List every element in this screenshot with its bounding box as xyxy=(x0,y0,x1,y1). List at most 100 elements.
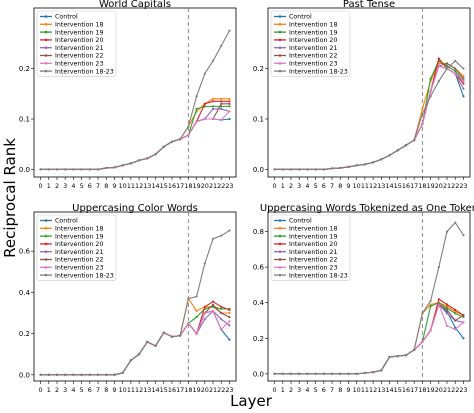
x-tick-label: 14 xyxy=(385,386,393,394)
series-6 xyxy=(273,62,465,171)
data-point xyxy=(220,307,223,310)
data-point xyxy=(96,168,100,171)
data-point xyxy=(404,144,408,147)
x-tick-label: 23 xyxy=(225,386,233,394)
x-tick-label: 18 xyxy=(418,386,426,394)
subplot-title: Uppercasing Color Words xyxy=(72,203,198,214)
x-tick-label: 22 xyxy=(217,182,225,190)
data-point xyxy=(445,62,449,65)
series-line xyxy=(274,60,464,170)
x-tick-label: 9 xyxy=(112,182,116,190)
series-8 xyxy=(39,29,231,171)
data-point xyxy=(437,266,440,269)
data-point xyxy=(363,371,366,375)
data-point xyxy=(228,316,231,319)
data-point xyxy=(211,300,215,303)
data-point xyxy=(396,149,399,152)
series-5 xyxy=(39,107,231,171)
data-point xyxy=(170,140,174,143)
x-tick-label: 23 xyxy=(459,182,467,190)
legend-label: Control xyxy=(289,218,312,225)
data-point xyxy=(445,312,449,315)
x-tick-label: 23 xyxy=(225,182,233,190)
x-tick-label: 5 xyxy=(80,182,84,190)
x-tick-label: 6 xyxy=(322,386,326,394)
data-point xyxy=(195,120,198,123)
data-point xyxy=(281,168,284,171)
legend-marker xyxy=(278,62,282,65)
data-point xyxy=(429,90,432,93)
data-point xyxy=(289,168,293,171)
data-point xyxy=(211,107,215,110)
figure-y-axis-label: Reciprocal Rank xyxy=(1,138,19,258)
series-line xyxy=(40,103,230,170)
x-tick-label: 4 xyxy=(305,386,309,394)
series-line xyxy=(274,62,464,170)
data-point xyxy=(454,310,457,313)
data-point xyxy=(429,77,432,80)
x-tick-label: 18 xyxy=(418,182,426,190)
series-line xyxy=(40,303,230,376)
legend-marker xyxy=(278,273,282,277)
data-point xyxy=(314,168,317,171)
series-line xyxy=(40,230,230,376)
data-point xyxy=(129,359,132,362)
legend-label: Intervention 18-23 xyxy=(55,68,114,75)
legend-label: Intervention 19 xyxy=(55,233,103,240)
legend-marker xyxy=(278,242,282,246)
data-point xyxy=(355,372,358,375)
plot-frame xyxy=(267,7,471,178)
data-point xyxy=(462,75,465,78)
data-point xyxy=(437,57,440,60)
data-point xyxy=(445,305,449,308)
x-tick-label: 6 xyxy=(322,182,326,190)
x-tick-label: 6 xyxy=(88,182,92,190)
legend-label: Intervention 22 xyxy=(289,53,337,60)
x-tick-label: 0 xyxy=(273,182,277,190)
x-tick-label: 9 xyxy=(112,386,116,394)
legend-label: Intervention 20 xyxy=(289,37,337,44)
data-point xyxy=(388,355,391,359)
data-point xyxy=(454,319,457,322)
x-tick-label: 21 xyxy=(443,386,451,394)
x-tick-label: 17 xyxy=(410,182,418,190)
legend-marker xyxy=(44,234,48,238)
legend-marker xyxy=(278,15,282,18)
x-tick-label: 3 xyxy=(63,386,67,394)
x-tick-label: 10 xyxy=(353,386,361,394)
x-tick-label: 10 xyxy=(353,182,361,190)
data-point xyxy=(47,373,50,376)
x-tick-label: 19 xyxy=(427,386,435,394)
legend-marker xyxy=(278,46,282,49)
data-point xyxy=(146,157,149,160)
data-point xyxy=(421,107,424,110)
data-point xyxy=(429,299,432,303)
series-line xyxy=(274,302,464,375)
x-tick-label: 21 xyxy=(443,182,451,190)
data-point xyxy=(445,308,449,311)
x-tick-label: 2 xyxy=(289,182,293,190)
x-tick-label: 10 xyxy=(119,182,127,190)
data-point xyxy=(462,87,465,90)
legend-label: Intervention 21 xyxy=(55,249,103,256)
data-point xyxy=(454,221,457,224)
legend-marker xyxy=(278,266,282,269)
series-1 xyxy=(273,64,465,171)
data-point xyxy=(39,373,42,376)
data-point xyxy=(55,373,59,376)
x-tick-label: 9 xyxy=(346,386,350,394)
x-tick-label: 3 xyxy=(297,182,301,190)
x-tick-label: 3 xyxy=(297,386,301,394)
data-point xyxy=(228,311,231,315)
data-point xyxy=(195,332,198,335)
legend-label: Intervention 18-23 xyxy=(289,272,348,279)
data-point xyxy=(220,328,223,331)
series-8 xyxy=(273,59,465,171)
data-point xyxy=(462,234,465,237)
x-tick-label: 4 xyxy=(71,182,75,190)
x-tick-label: 15 xyxy=(394,386,402,394)
legend-marker xyxy=(44,250,48,253)
legend-label: Intervention 23 xyxy=(289,61,337,68)
